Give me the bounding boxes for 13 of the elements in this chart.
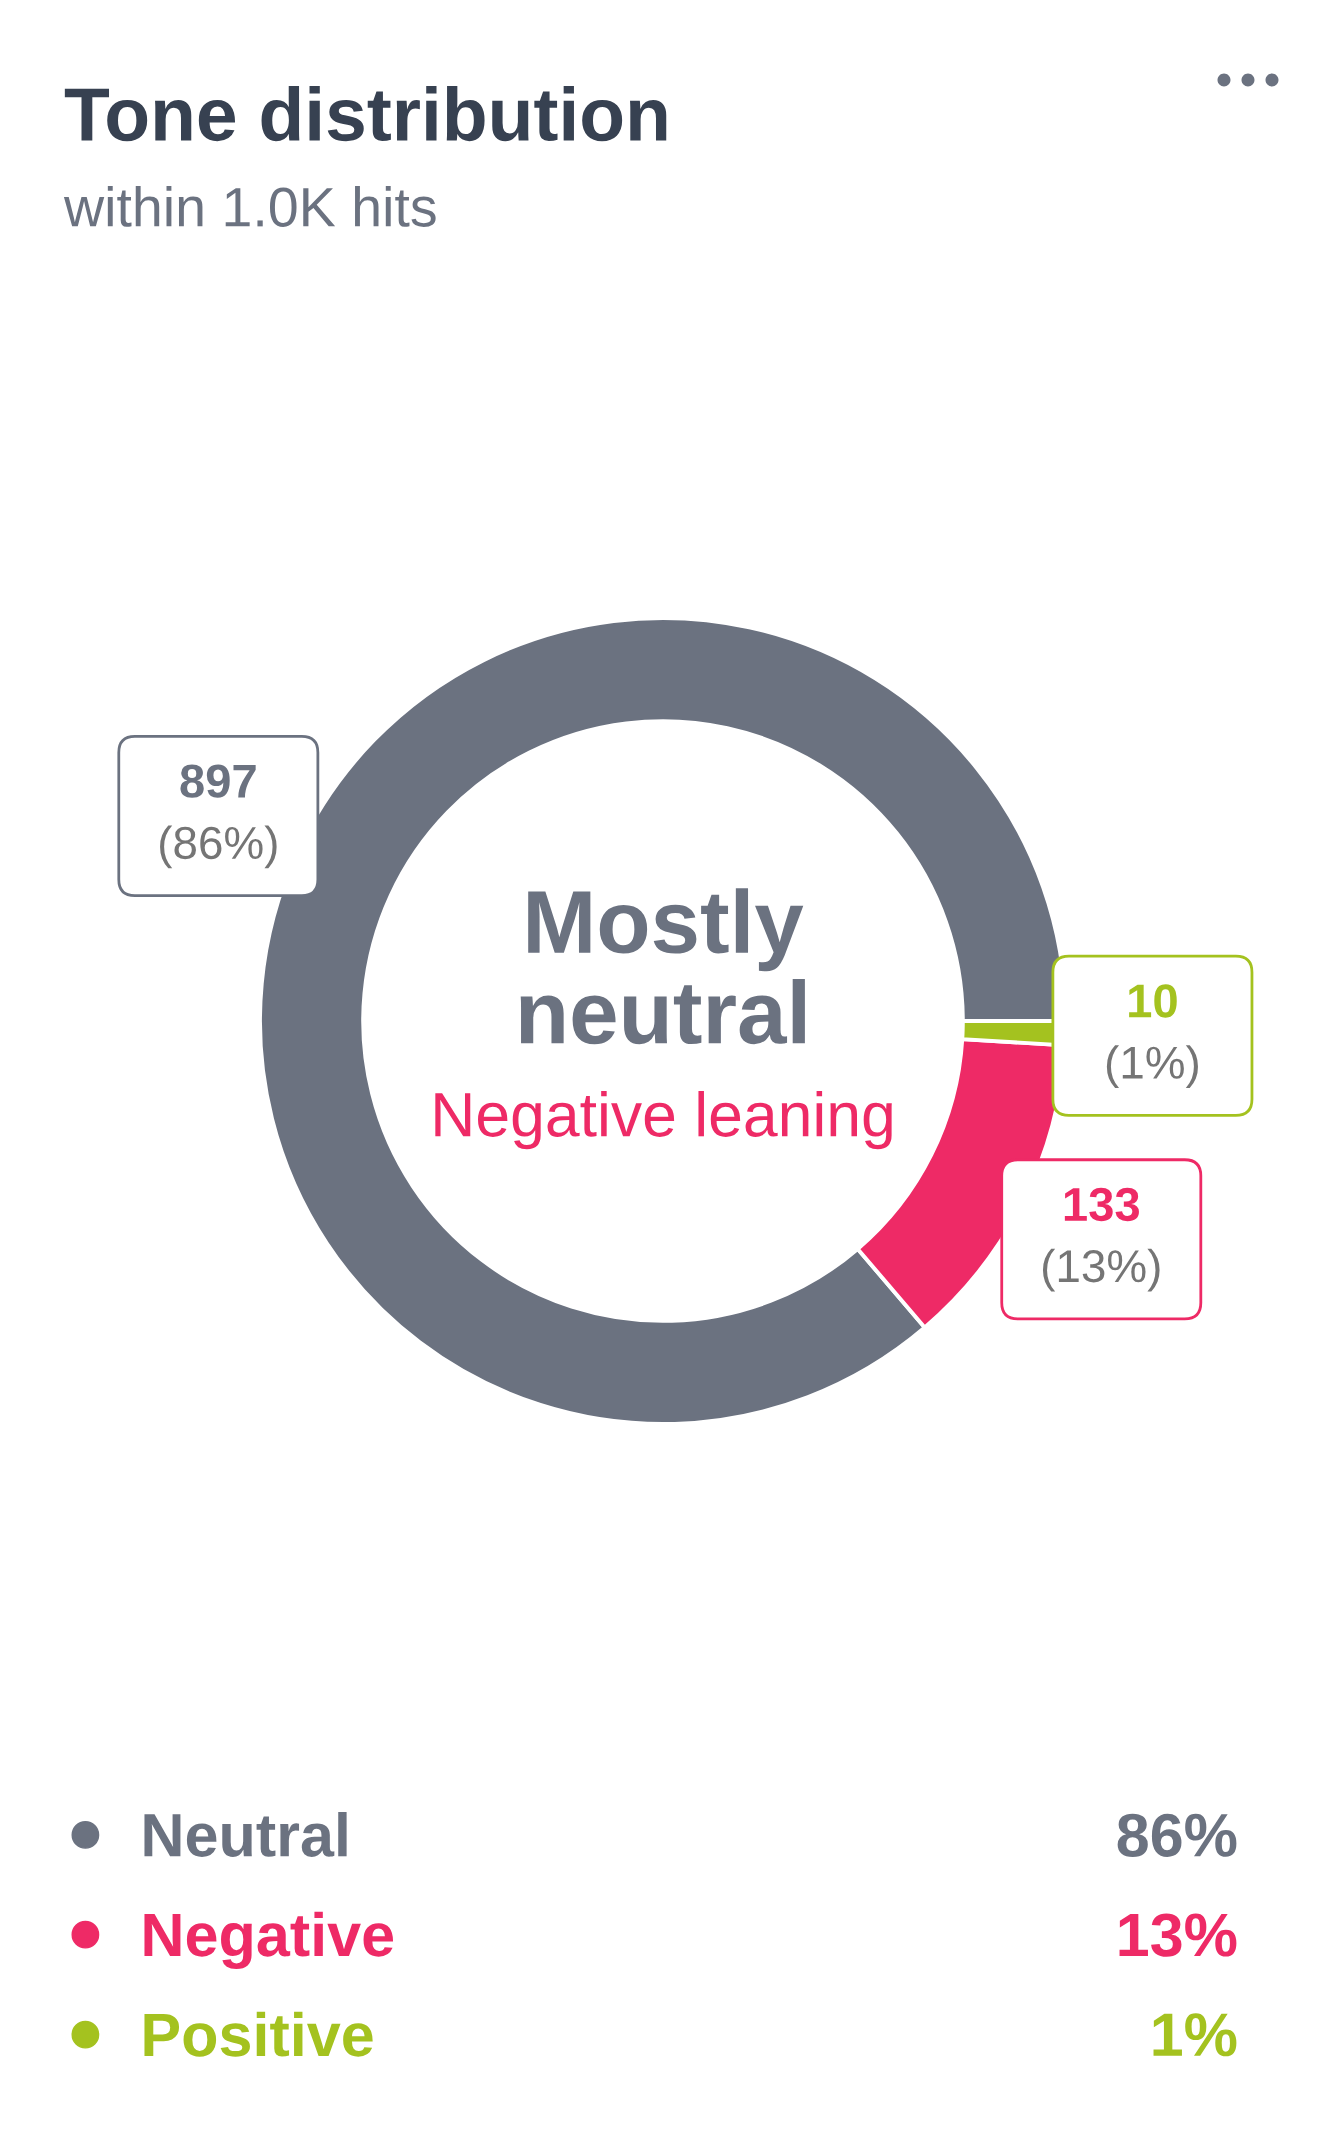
data-label: 897 (86%) xyxy=(160,764,277,869)
chart-subtitle: within 1.0K hits xyxy=(63,186,436,227)
legend-label: Positive xyxy=(144,2011,373,2057)
legend-label: Negative xyxy=(144,1911,394,1969)
text: 1% xyxy=(1153,2013,1237,2057)
text: Mostly neutral xyxy=(520,888,805,1045)
chart-title: Tone distribution xyxy=(64,86,667,142)
text: 86% xyxy=(1117,1813,1237,1857)
data-label: 133 (13%) xyxy=(1042,1187,1160,1292)
text: Negative leaning xyxy=(435,1091,892,1150)
legend-label: Neutral xyxy=(144,1812,347,1857)
text: 13% xyxy=(1119,1913,1237,1957)
data-label: 10 (1%) xyxy=(1106,984,1198,1088)
